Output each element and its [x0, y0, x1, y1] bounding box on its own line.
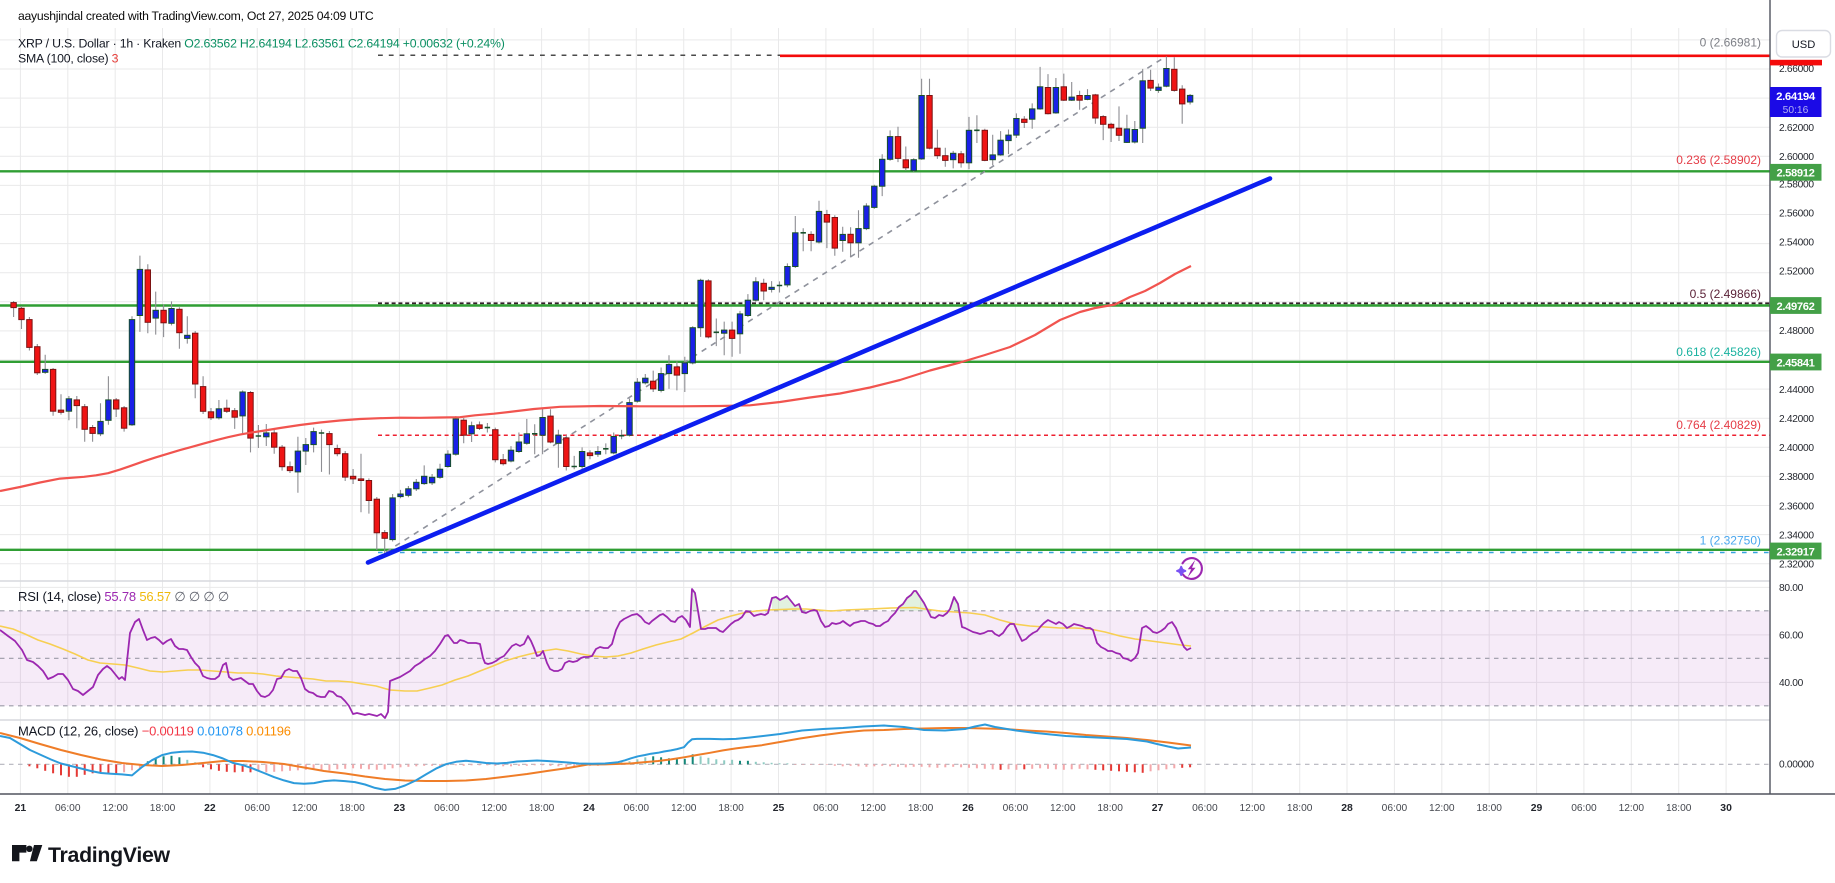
svg-text:2.54000: 2.54000 [1779, 238, 1814, 249]
svg-text:30: 30 [1720, 803, 1732, 814]
svg-text:06:00: 06:00 [624, 803, 650, 814]
svg-text:12:00: 12:00 [102, 803, 128, 814]
svg-text:2.44000: 2.44000 [1779, 385, 1814, 396]
svg-text:22: 22 [204, 803, 216, 814]
svg-text:12:00: 12:00 [481, 803, 507, 814]
svg-text:2.58912: 2.58912 [1777, 168, 1815, 180]
svg-text:2.32917: 2.32917 [1777, 546, 1815, 558]
svg-text:18:00: 18:00 [529, 803, 555, 814]
svg-text:2.62000: 2.62000 [1779, 123, 1814, 134]
svg-text:2.60000: 2.60000 [1779, 152, 1814, 163]
svg-text:1 (2.32750): 1 (2.32750) [1700, 534, 1761, 548]
svg-text:12:00: 12:00 [1619, 803, 1645, 814]
svg-text:2.34000: 2.34000 [1779, 530, 1814, 541]
svg-text:0 (2.66981): 0 (2.66981) [1700, 36, 1761, 50]
svg-text:06:00: 06:00 [813, 803, 839, 814]
svg-text:0.236 (2.58902): 0.236 (2.58902) [1676, 153, 1761, 167]
svg-text:24: 24 [583, 803, 595, 814]
svg-text:0.764 (2.40829): 0.764 (2.40829) [1676, 418, 1761, 432]
svg-text:21: 21 [15, 803, 27, 814]
svg-text:12:00: 12:00 [860, 803, 886, 814]
svg-text:06:00: 06:00 [1571, 803, 1597, 814]
svg-text:27: 27 [1152, 803, 1164, 814]
svg-text:2.38000: 2.38000 [1779, 472, 1814, 483]
svg-text:23: 23 [394, 803, 406, 814]
svg-text:12:00: 12:00 [1429, 803, 1455, 814]
svg-text:2.45841: 2.45841 [1777, 357, 1815, 369]
svg-text:2.48000: 2.48000 [1779, 326, 1814, 337]
svg-text:18:00: 18:00 [908, 803, 934, 814]
svg-text:2.32000: 2.32000 [1779, 560, 1814, 571]
svg-text:SMA (100, close) 3: SMA (100, close) 3 [18, 52, 119, 66]
svg-text:06:00: 06:00 [434, 803, 460, 814]
svg-text:12:00: 12:00 [292, 803, 318, 814]
svg-text:2.58000: 2.58000 [1779, 179, 1814, 190]
svg-text:18:00: 18:00 [1287, 803, 1313, 814]
svg-text:2.64194: 2.64194 [1776, 91, 1816, 103]
svg-text:2.42000: 2.42000 [1779, 414, 1814, 425]
svg-text:aayushjindal created with Trad: aayushjindal created with TradingView.co… [18, 9, 374, 23]
svg-text:2.56000: 2.56000 [1779, 209, 1814, 220]
svg-text:18:00: 18:00 [1097, 803, 1123, 814]
svg-text:0.00000: 0.00000 [1779, 759, 1814, 770]
svg-text:29: 29 [1531, 803, 1543, 814]
svg-text:06:00: 06:00 [55, 803, 81, 814]
svg-text:0.5 (2.49866): 0.5 (2.49866) [1690, 287, 1761, 301]
svg-text:2.66000: 2.66000 [1779, 64, 1814, 75]
svg-text:28: 28 [1341, 803, 1353, 814]
svg-text:XRP / U.S. Dollar · 1h · Krake: XRP / U.S. Dollar · 1h · Kraken O2.63562… [18, 37, 505, 51]
svg-text:18:00: 18:00 [718, 803, 744, 814]
svg-text:18:00: 18:00 [150, 803, 176, 814]
svg-text:0.618 (2.45826): 0.618 (2.45826) [1676, 345, 1761, 359]
svg-text:2.49762: 2.49762 [1777, 301, 1815, 313]
svg-text:80.00: 80.00 [1779, 583, 1804, 594]
svg-text:40.00: 40.00 [1779, 678, 1804, 689]
svg-text:2.40000: 2.40000 [1779, 443, 1814, 454]
svg-text:12:00: 12:00 [1240, 803, 1266, 814]
svg-text:50:16: 50:16 [1783, 105, 1809, 116]
svg-text:USD: USD [1792, 39, 1816, 51]
svg-text:18:00: 18:00 [1476, 803, 1502, 814]
svg-text:18:00: 18:00 [1666, 803, 1692, 814]
svg-text:26: 26 [962, 803, 974, 814]
svg-text:TradingView: TradingView [48, 843, 170, 867]
svg-text:25: 25 [773, 803, 785, 814]
svg-text:06:00: 06:00 [1192, 803, 1218, 814]
svg-text:RSI (14, close) 55.78 56.57 ∅: RSI (14, close) 55.78 56.57 ∅ ∅ ∅ ∅ [18, 589, 229, 604]
svg-text:60.00: 60.00 [1779, 631, 1804, 642]
svg-text:12:00: 12:00 [671, 803, 697, 814]
svg-text:2.36000: 2.36000 [1779, 501, 1814, 512]
svg-text:06:00: 06:00 [1003, 803, 1029, 814]
svg-text:06:00: 06:00 [1382, 803, 1408, 814]
svg-text:12:00: 12:00 [1050, 803, 1076, 814]
svg-text:18:00: 18:00 [339, 803, 365, 814]
svg-text:06:00: 06:00 [245, 803, 271, 814]
svg-text:2.52000: 2.52000 [1779, 267, 1814, 278]
svg-text:MACD (12, 26, close) −0.00119: MACD (12, 26, close) −0.00119 0.01078 0.… [18, 724, 291, 739]
